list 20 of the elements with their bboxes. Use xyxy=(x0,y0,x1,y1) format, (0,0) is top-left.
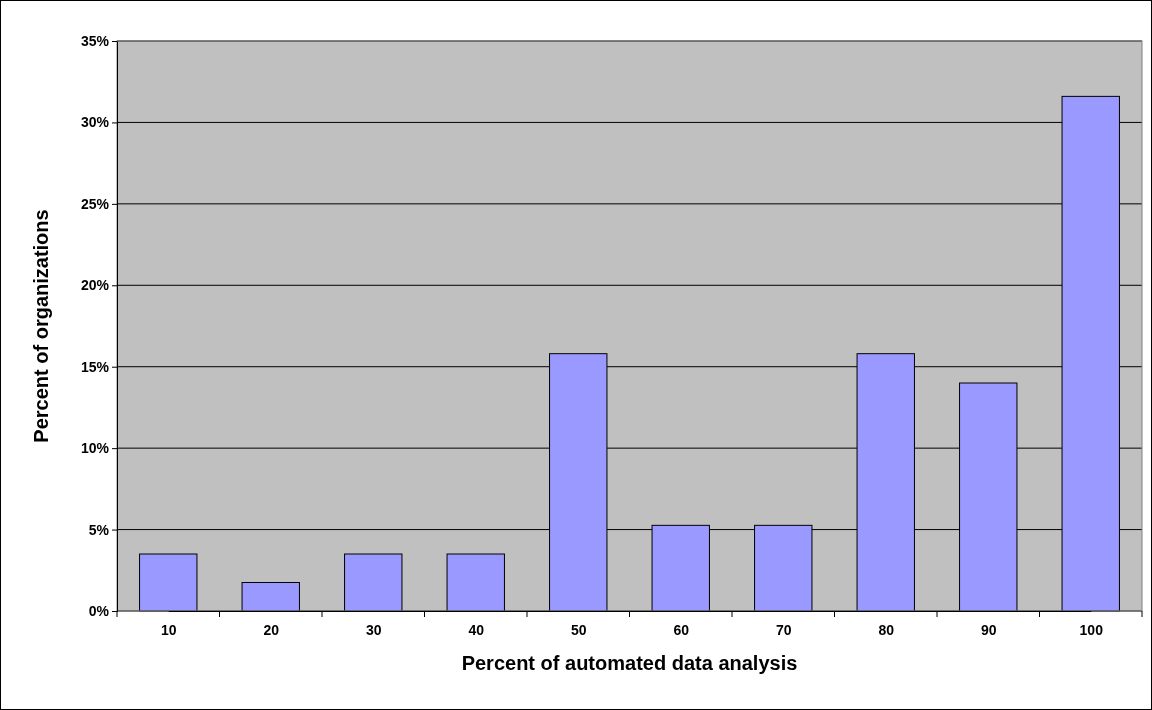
x-tick-label: 60 xyxy=(673,621,690,638)
y-tick-label: 25% xyxy=(80,195,110,212)
x-tick-label: 40 xyxy=(468,621,485,638)
x-tick-label: 100 xyxy=(1079,621,1104,638)
y-tick-label: 0% xyxy=(88,602,110,619)
x-tick-label: 30 xyxy=(365,621,382,638)
y-tick-label: 35% xyxy=(80,32,110,49)
y-tick-label: 10% xyxy=(80,440,110,457)
x-tick-label: 70 xyxy=(775,621,792,638)
x-tick-label: 90 xyxy=(980,621,997,638)
x-tick-label: 50 xyxy=(570,621,587,638)
y-tick-label: 15% xyxy=(80,358,110,375)
y-tick-label: 20% xyxy=(80,277,110,294)
x-tick-label: 80 xyxy=(878,621,895,638)
x-axis-title: Percent of automated data analysis xyxy=(461,652,798,674)
x-tick-label: 20 xyxy=(263,621,280,638)
y-axis-title: Percent of organizations xyxy=(30,209,52,443)
y-tick-label: 5% xyxy=(88,521,110,538)
x-tick-label: 10 xyxy=(160,621,177,638)
y-tick-label: 30% xyxy=(80,114,110,131)
